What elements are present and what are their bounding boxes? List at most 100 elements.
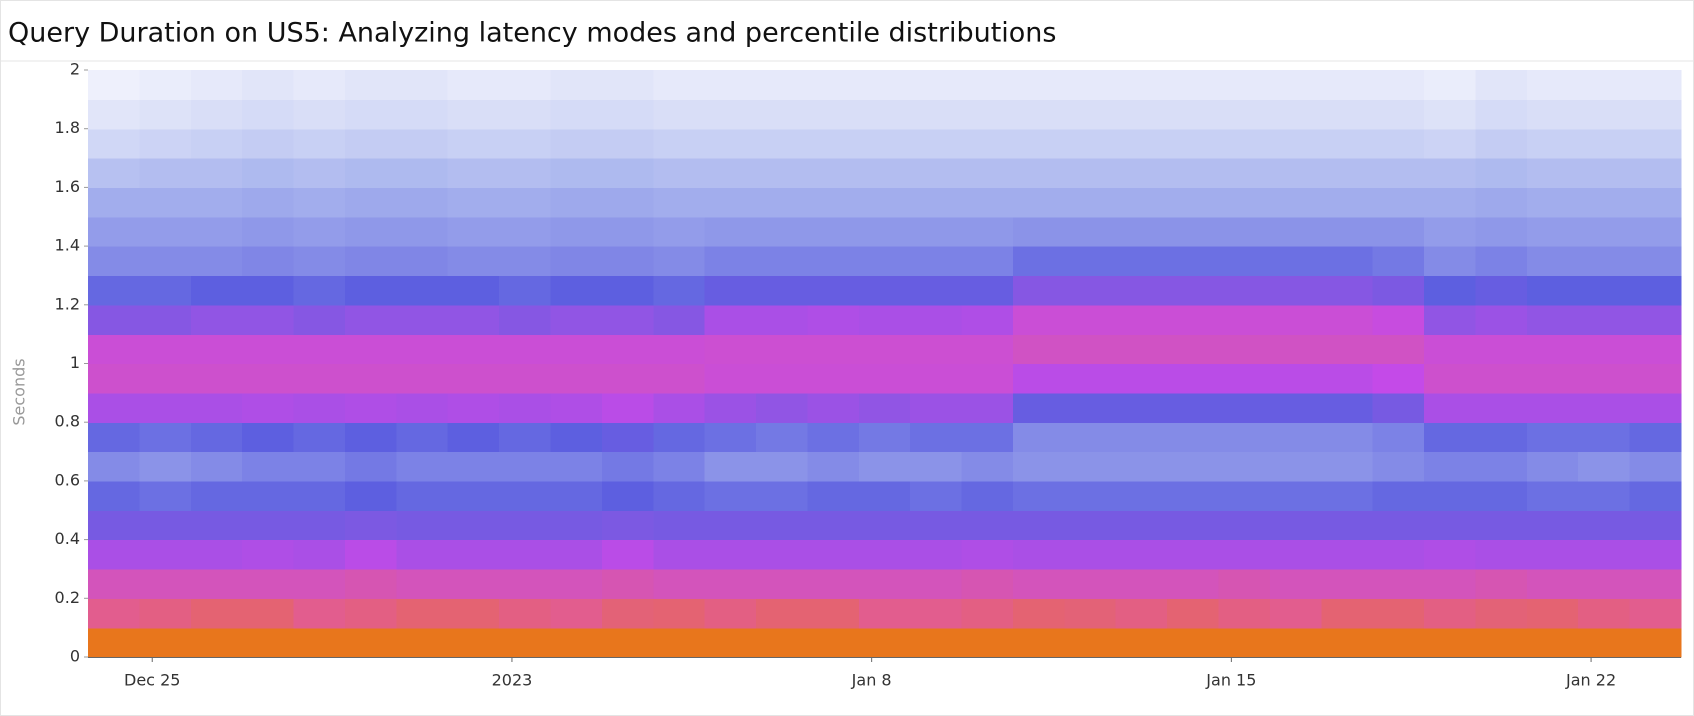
heatmap-cell [550, 70, 603, 100]
heatmap-cell [961, 216, 1014, 247]
heatmap-cell [961, 480, 1014, 511]
heatmap-cell [807, 363, 860, 394]
heatmap-cell [1012, 598, 1065, 629]
heatmap-cell [447, 275, 500, 306]
heatmap-cell [1372, 539, 1425, 570]
heatmap-cell [1629, 99, 1682, 130]
heatmap-cell [1629, 158, 1682, 188]
heatmap-cell [88, 70, 140, 100]
heatmap-cell [1475, 627, 1528, 658]
heatmap-cell [88, 422, 140, 453]
heatmap-cell [601, 539, 654, 570]
heatmap-cell [190, 480, 243, 511]
heatmap-cell [293, 510, 346, 541]
heatmap-cell [139, 451, 192, 482]
heatmap-cell [653, 128, 706, 159]
x-tick-label: Jan 22 [1565, 671, 1616, 690]
heatmap-cell [653, 334, 706, 365]
heatmap-cell [550, 363, 603, 394]
heatmap-cell [1526, 480, 1579, 511]
heatmap-cell [88, 216, 140, 247]
heatmap-cell [1629, 451, 1682, 482]
heatmap-cell [447, 510, 500, 541]
heatmap-cell [447, 451, 500, 482]
heatmap-cell [756, 363, 809, 394]
heatmap-cell [1218, 510, 1271, 541]
heatmap-cell [1629, 539, 1682, 570]
heatmap-cell [190, 158, 243, 188]
heatmap-cell [1629, 334, 1682, 365]
heatmap-cell [190, 363, 243, 394]
heatmap-cell [807, 304, 860, 335]
heatmap-cell [1424, 246, 1477, 277]
heatmap-cell [1526, 451, 1579, 482]
heatmap-cell [88, 480, 140, 511]
heatmap-cell [1424, 70, 1477, 100]
heatmap-cell [601, 158, 654, 188]
heatmap-cell [704, 451, 757, 482]
heatmap-cell [447, 128, 500, 159]
heatmap-cell [961, 128, 1014, 159]
heatmap-cell [756, 422, 809, 453]
chart-title: Query Duration on US5: Analyzing latency… [8, 18, 1056, 49]
heatmap-cell [499, 70, 552, 100]
heatmap-cell [293, 363, 346, 394]
heatmap-cell [1218, 392, 1271, 423]
heatmap-cell [139, 216, 192, 247]
heatmap-cell [1218, 363, 1271, 394]
heatmap-cell [1372, 128, 1425, 159]
heatmap-cell [1629, 392, 1682, 423]
heatmap-cell [653, 187, 706, 218]
heatmap-cell [1115, 334, 1168, 365]
heatmap-cell [139, 480, 192, 511]
y-tick-label: 1.2 [55, 294, 80, 313]
heatmap-cell [396, 304, 449, 335]
heatmap-cell [293, 275, 346, 306]
heatmap-cell [807, 70, 860, 100]
heatmap-cell [601, 128, 654, 159]
heatmap-cell [242, 363, 295, 394]
heatmap-cell [601, 99, 654, 130]
heatmap-cell [1578, 480, 1631, 511]
heatmap-cell [1064, 158, 1117, 188]
heatmap-cell [1578, 216, 1631, 247]
heatmap-cell [1578, 568, 1631, 599]
y-tick-label: 1.4 [55, 236, 80, 255]
heatmap-cell [1167, 392, 1220, 423]
heatmap-cell [499, 216, 552, 247]
heatmap-cell [1064, 334, 1117, 365]
heatmap-cell [961, 627, 1014, 658]
heatmap-cell [1372, 70, 1425, 100]
heatmap-cell [653, 510, 706, 541]
heatmap-cell [1167, 70, 1220, 100]
heatmap-cell [1321, 422, 1374, 453]
heatmap-cell [1269, 216, 1322, 247]
heatmap-cell [396, 451, 449, 482]
heatmap-cell [1526, 539, 1579, 570]
heatmap-cell [1167, 627, 1220, 658]
heatmap-cell [242, 627, 295, 658]
heatmap-cell [190, 568, 243, 599]
heatmap-cell [1424, 451, 1477, 482]
heatmap-cell [807, 187, 860, 218]
heatmap-cell [704, 216, 757, 247]
heatmap-cell [242, 598, 295, 629]
heatmap-cell [653, 627, 706, 658]
heatmap-cell [1475, 392, 1528, 423]
heatmap-cell [1578, 627, 1631, 658]
heatmap-cell [961, 568, 1014, 599]
heatmap-cell [756, 451, 809, 482]
heatmap-cell [550, 598, 603, 629]
heatmap-cell [139, 187, 192, 218]
heatmap-cell [1424, 598, 1477, 629]
heatmap-cell [807, 627, 860, 658]
heatmap-cell [910, 451, 963, 482]
heatmap-cell [858, 304, 911, 335]
heatmap-cell [1269, 568, 1322, 599]
heatmap-cell [190, 99, 243, 130]
heatmap-cell [293, 480, 346, 511]
heatmap-cell [704, 363, 757, 394]
heatmap-cell [190, 422, 243, 453]
heatmap-cell [910, 568, 963, 599]
